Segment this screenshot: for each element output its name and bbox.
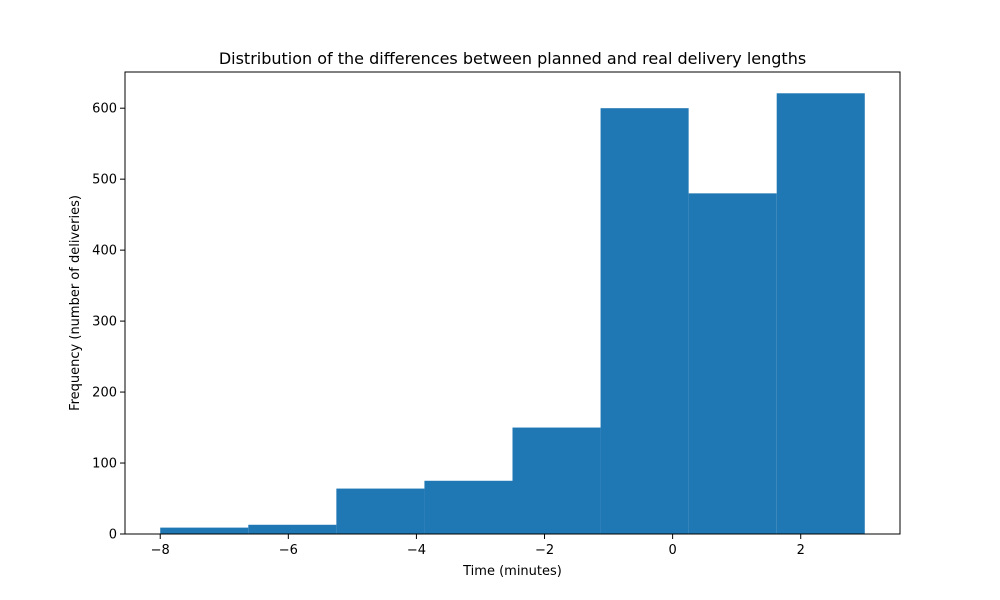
y-tick-label: 0 <box>109 528 117 543</box>
histogram-bar <box>424 480 513 534</box>
histogram-bar <box>512 427 601 534</box>
y-axis-ticks: 0 100 200 300 400 500 600 <box>92 102 125 543</box>
histogram-bars <box>160 93 865 535</box>
histogram-bar <box>336 488 425 534</box>
x-axis-title: Time (minutes) <box>462 564 562 579</box>
x-tick-label: −2 <box>535 543 554 558</box>
y-tick-label: 100 <box>92 457 117 472</box>
y-tick-label: 600 <box>92 102 117 117</box>
y-tick-label: 200 <box>92 386 117 401</box>
histogram-bar <box>160 527 249 534</box>
y-tick-label: 500 <box>92 173 117 188</box>
y-tick-label: 300 <box>92 315 117 330</box>
histogram-bar <box>688 193 777 534</box>
x-tick-label: −8 <box>151 543 170 558</box>
x-tick-label: 2 <box>797 543 805 558</box>
plot-frame <box>124 71 901 535</box>
chart-title: Distribution of the differences between … <box>219 49 806 68</box>
x-tick-label: −4 <box>407 543 426 558</box>
y-tick-label: 400 <box>92 244 117 259</box>
x-tick-label: 0 <box>668 543 676 558</box>
histogram-bar <box>600 108 689 535</box>
histogram-bar <box>776 93 865 535</box>
y-axis-title: Frequency (number of deliveries) <box>68 195 83 411</box>
x-tick-label: −6 <box>279 543 298 558</box>
histogram-bar <box>248 524 337 534</box>
x-axis-ticks: −8 −6 −4 −2 0 2 <box>151 534 805 558</box>
